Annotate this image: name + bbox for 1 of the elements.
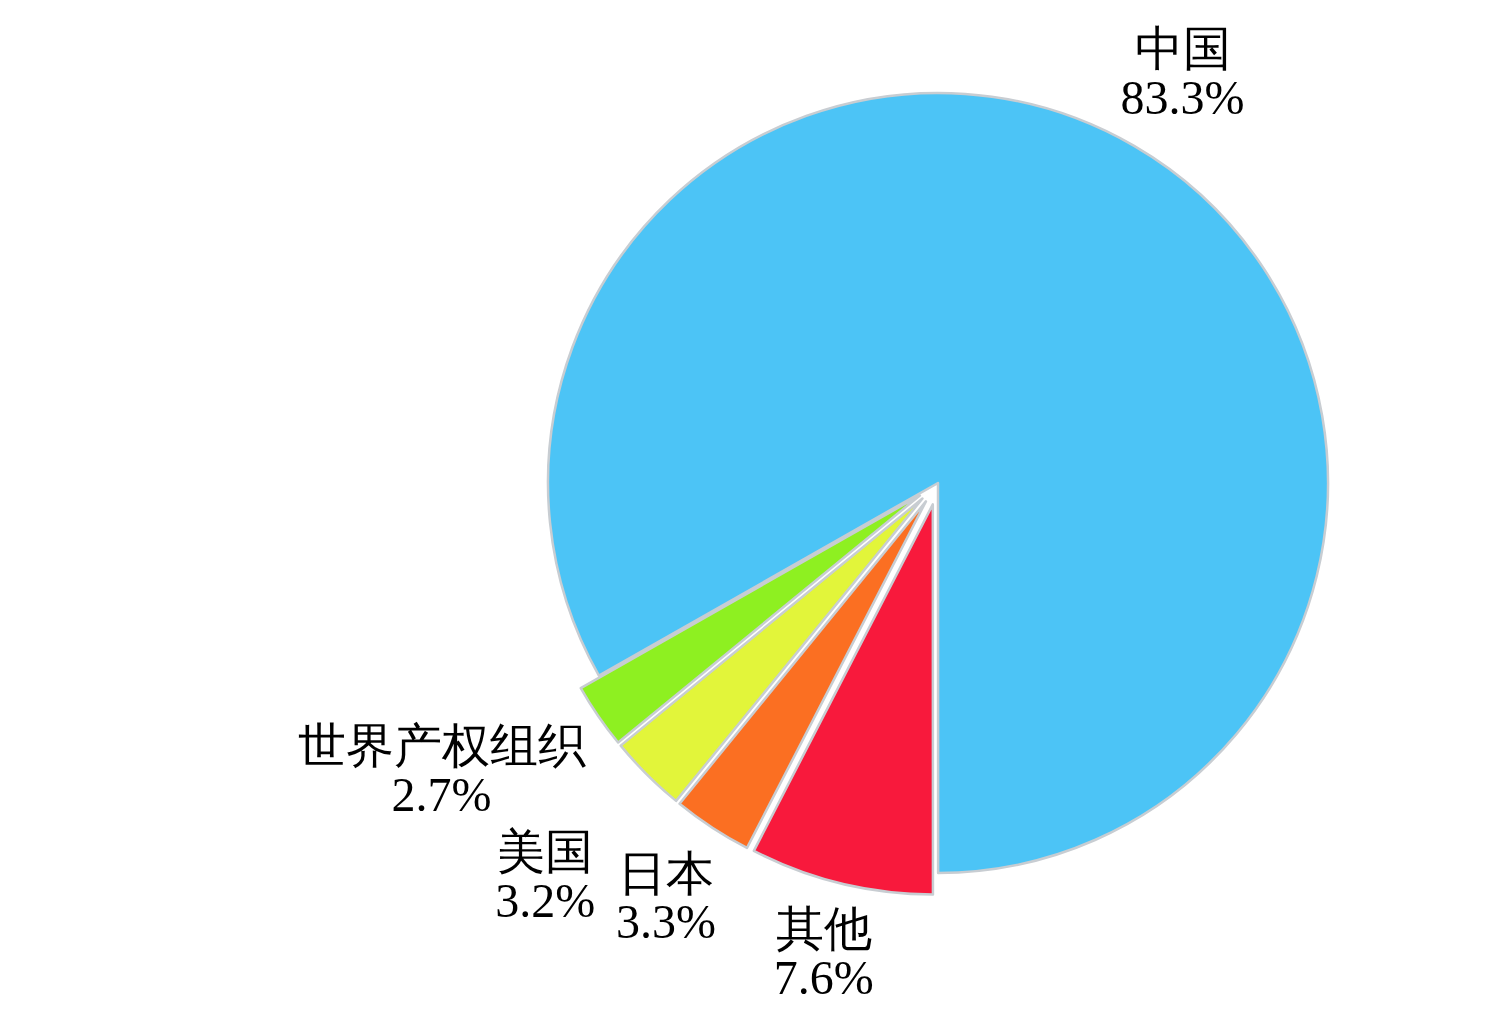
slice-label: 其他	[775, 902, 872, 956]
